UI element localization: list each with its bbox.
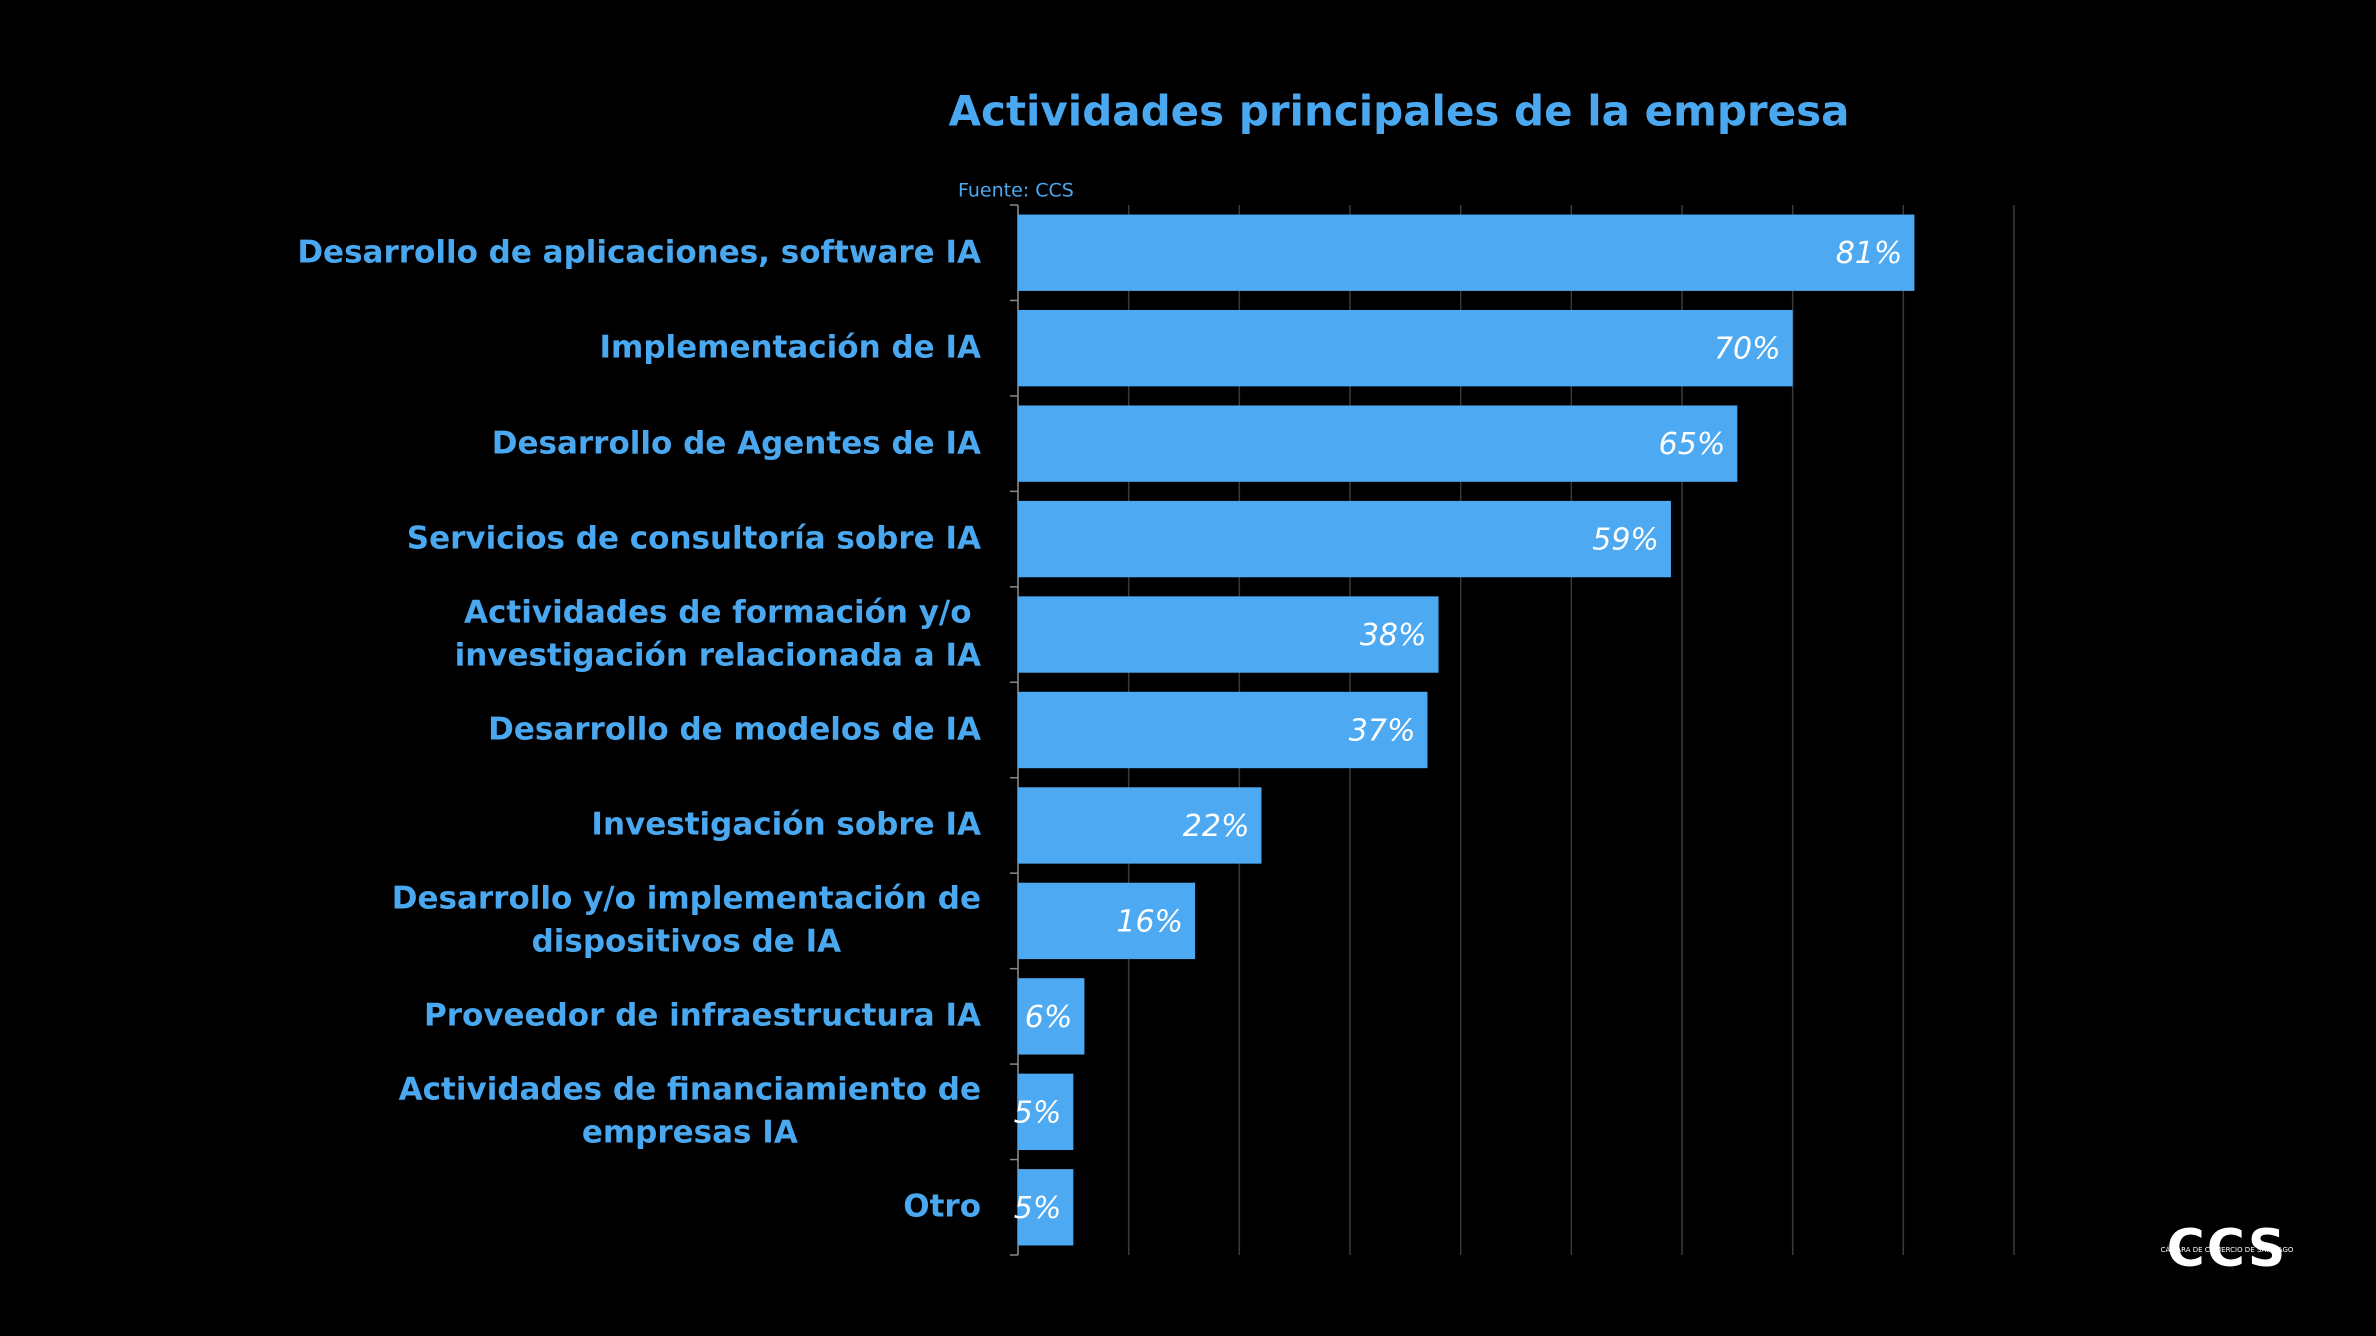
y-tick-label: Desarrollo de Agentes de IA <box>491 424 981 461</box>
chart-title: Actividades principales de la empresa <box>949 87 1850 136</box>
category-label-box: Desarrollo de Agentes de IA <box>492 422 981 465</box>
value-label: 37% <box>1349 714 1416 749</box>
bar <box>1018 691 1428 769</box>
bar <box>1018 882 1196 960</box>
value-label: 65% <box>1659 427 1726 462</box>
value-label: 38% <box>1360 618 1427 653</box>
bar <box>1018 405 1738 482</box>
category-label-box: Servicios de consultoría sobre IA <box>407 517 981 560</box>
value-label: 81% <box>1836 236 1903 271</box>
y-tick-label: Otro <box>903 1188 981 1225</box>
y-tick-label: Actividades de financiamiento de empresa… <box>398 1071 981 1151</box>
y-tick-label: Proveedor de infraestructura IA <box>424 997 981 1034</box>
y-tick-label: Desarrollo de aplicaciones, software IA <box>297 234 981 271</box>
bar <box>1018 978 1085 1055</box>
bar <box>1018 500 1671 578</box>
bar <box>1018 787 1262 864</box>
logo-subtitle: CÁMARA DE COMERCIO DE SANTIAGO <box>2161 1245 2294 1254</box>
category-label-box: Actividades de formación y/o investigaci… <box>455 591 981 678</box>
value-label: 5% <box>1014 1191 1062 1226</box>
category-label-box: Actividades de financiamiento de empresa… <box>399 1068 981 1155</box>
value-label: 16% <box>1116 904 1183 939</box>
y-tick-label: Implementación de IA <box>599 329 981 366</box>
value-label: 70% <box>1714 332 1781 367</box>
category-label-box: Desarrollo de aplicaciones, software IA <box>297 231 981 274</box>
value-label: 22% <box>1183 809 1250 844</box>
bar <box>1018 596 1439 673</box>
bar <box>1018 310 1793 387</box>
category-label-box: Proveedor de infraestructura IA <box>424 995 981 1038</box>
category-label-box: Otro <box>903 1186 981 1229</box>
value-label: 6% <box>1025 1000 1073 1035</box>
y-tick-label: Desarrollo y/o implementación de disposi… <box>391 880 981 960</box>
y-tick-label: Actividades de formación y/o investigaci… <box>454 594 981 674</box>
y-tick-label: Servicios de consultoría sobre IA <box>406 520 981 557</box>
value-label: 59% <box>1592 523 1659 558</box>
value-label: 5% <box>1014 1095 1062 1130</box>
bar <box>1018 1073 1074 1150</box>
category-label-box: Investigación sobre IA <box>591 804 981 847</box>
category-label-box: Implementación de IA <box>599 326 981 369</box>
y-tick-label: Desarrollo de modelos de IA <box>488 711 981 748</box>
source-note: Fuente: CCS <box>958 180 1074 202</box>
category-label-box: Desarrollo de modelos de IA <box>488 708 981 751</box>
bar <box>1018 214 1915 291</box>
category-label-box: Desarrollo y/o implementación de disposi… <box>392 878 981 965</box>
bar <box>1018 1169 1074 1246</box>
y-tick-label: Investigación sobre IA <box>591 806 981 843</box>
logo: CCS <box>2167 1219 2288 1279</box>
